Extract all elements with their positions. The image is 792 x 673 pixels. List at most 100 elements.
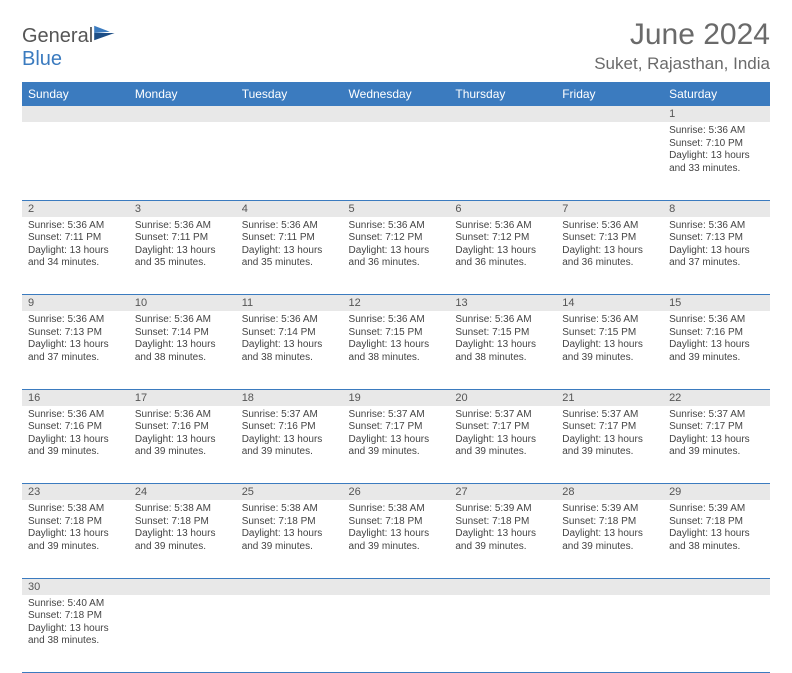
day-cell-text: Sunrise: 5:38 AMSunset: 7:18 PMDaylight:… [236, 500, 343, 557]
day-cell: Sunrise: 5:36 AMSunset: 7:13 PMDaylight:… [22, 311, 129, 389]
flag-icon [93, 24, 117, 42]
day-number-cell: 27 [449, 484, 556, 501]
weekday-header: Thursday [449, 82, 556, 106]
day-cell: Sunrise: 5:36 AMSunset: 7:10 PMDaylight:… [663, 122, 770, 200]
day-cell-text: Sunrise: 5:36 AMSunset: 7:11 PMDaylight:… [22, 217, 129, 274]
day-cell: Sunrise: 5:38 AMSunset: 7:18 PMDaylight:… [129, 500, 236, 578]
day-body-row: Sunrise: 5:36 AMSunset: 7:13 PMDaylight:… [22, 311, 770, 389]
day-cell: Sunrise: 5:38 AMSunset: 7:18 PMDaylight:… [22, 500, 129, 578]
day-cell: Sunrise: 5:36 AMSunset: 7:16 PMDaylight:… [22, 406, 129, 484]
day-cell-text: Sunrise: 5:36 AMSunset: 7:11 PMDaylight:… [129, 217, 236, 274]
day-cell: Sunrise: 5:39 AMSunset: 7:18 PMDaylight:… [556, 500, 663, 578]
empty-number-cell [129, 106, 236, 122]
day-cell-text: Sunrise: 5:37 AMSunset: 7:17 PMDaylight:… [343, 406, 450, 463]
empty-cell [236, 122, 343, 200]
day-number-row: 23242526272829 [22, 484, 770, 501]
day-number-cell: 7 [556, 200, 663, 217]
day-cell: Sunrise: 5:37 AMSunset: 7:17 PMDaylight:… [556, 406, 663, 484]
day-cell: Sunrise: 5:36 AMSunset: 7:12 PMDaylight:… [449, 217, 556, 295]
day-body-row: Sunrise: 5:38 AMSunset: 7:18 PMDaylight:… [22, 500, 770, 578]
day-number-cell: 4 [236, 200, 343, 217]
empty-number-cell [22, 106, 129, 122]
day-cell: Sunrise: 5:36 AMSunset: 7:13 PMDaylight:… [556, 217, 663, 295]
day-cell-text: Sunrise: 5:38 AMSunset: 7:18 PMDaylight:… [343, 500, 450, 557]
day-cell: Sunrise: 5:36 AMSunset: 7:11 PMDaylight:… [236, 217, 343, 295]
empty-number-cell [343, 578, 450, 595]
day-cell-text: Sunrise: 5:36 AMSunset: 7:16 PMDaylight:… [129, 406, 236, 463]
empty-number-cell [236, 578, 343, 595]
day-number-cell: 11 [236, 295, 343, 312]
day-cell-text: Sunrise: 5:39 AMSunset: 7:18 PMDaylight:… [556, 500, 663, 557]
day-number-cell: 26 [343, 484, 450, 501]
day-cell-text: Sunrise: 5:38 AMSunset: 7:18 PMDaylight:… [129, 500, 236, 557]
brand-name-b: Blue [22, 48, 62, 70]
day-number-row: 1 [22, 106, 770, 122]
day-cell-text: Sunrise: 5:36 AMSunset: 7:12 PMDaylight:… [343, 217, 450, 274]
empty-cell [22, 122, 129, 200]
day-number-cell: 2 [22, 200, 129, 217]
empty-number-cell [663, 578, 770, 595]
day-cell: Sunrise: 5:36 AMSunset: 7:12 PMDaylight:… [343, 217, 450, 295]
day-number-cell: 28 [556, 484, 663, 501]
day-number-cell: 8 [663, 200, 770, 217]
day-body-row: Sunrise: 5:40 AMSunset: 7:18 PMDaylight:… [22, 595, 770, 673]
day-cell-text: Sunrise: 5:36 AMSunset: 7:16 PMDaylight:… [22, 406, 129, 463]
day-number-cell: 23 [22, 484, 129, 501]
calendar-body: 1Sunrise: 5:36 AMSunset: 7:10 PMDaylight… [22, 106, 770, 673]
day-number-cell: 3 [129, 200, 236, 217]
brand-logo: GeneralBlue [22, 18, 117, 71]
day-cell: Sunrise: 5:37 AMSunset: 7:16 PMDaylight:… [236, 406, 343, 484]
day-cell-text: Sunrise: 5:36 AMSunset: 7:15 PMDaylight:… [449, 311, 556, 368]
day-cell: Sunrise: 5:39 AMSunset: 7:18 PMDaylight:… [663, 500, 770, 578]
weekday-header: Sunday [22, 82, 129, 106]
weekday-header: Saturday [663, 82, 770, 106]
day-cell: Sunrise: 5:36 AMSunset: 7:14 PMDaylight:… [236, 311, 343, 389]
weekday-header: Monday [129, 82, 236, 106]
day-cell-text: Sunrise: 5:36 AMSunset: 7:11 PMDaylight:… [236, 217, 343, 274]
day-number-row: 30 [22, 578, 770, 595]
day-cell-text: Sunrise: 5:37 AMSunset: 7:17 PMDaylight:… [449, 406, 556, 463]
brand-name: GeneralBlue [22, 24, 117, 71]
weekday-header-row: SundayMondayTuesdayWednesdayThursdayFrid… [22, 82, 770, 106]
empty-cell [556, 595, 663, 673]
empty-cell [449, 595, 556, 673]
day-number-cell: 1 [663, 106, 770, 122]
day-cell: Sunrise: 5:36 AMSunset: 7:11 PMDaylight:… [22, 217, 129, 295]
day-cell: Sunrise: 5:37 AMSunset: 7:17 PMDaylight:… [449, 406, 556, 484]
weekday-header: Tuesday [236, 82, 343, 106]
day-number-cell: 18 [236, 389, 343, 406]
day-cell: Sunrise: 5:36 AMSunset: 7:11 PMDaylight:… [129, 217, 236, 295]
day-number-cell: 14 [556, 295, 663, 312]
brand-name-a: General [22, 25, 93, 47]
empty-cell [129, 122, 236, 200]
empty-number-cell [556, 578, 663, 595]
month-title: June 2024 [594, 18, 770, 52]
empty-cell [129, 595, 236, 673]
day-number-cell: 9 [22, 295, 129, 312]
day-body-row: Sunrise: 5:36 AMSunset: 7:16 PMDaylight:… [22, 406, 770, 484]
day-cell: Sunrise: 5:38 AMSunset: 7:18 PMDaylight:… [236, 500, 343, 578]
day-cell-text: Sunrise: 5:36 AMSunset: 7:14 PMDaylight:… [236, 311, 343, 368]
empty-cell [556, 122, 663, 200]
day-cell: Sunrise: 5:37 AMSunset: 7:17 PMDaylight:… [663, 406, 770, 484]
day-cell-text: Sunrise: 5:37 AMSunset: 7:17 PMDaylight:… [663, 406, 770, 463]
day-cell-text: Sunrise: 5:36 AMSunset: 7:10 PMDaylight:… [663, 122, 770, 179]
day-cell-text: Sunrise: 5:36 AMSunset: 7:15 PMDaylight:… [556, 311, 663, 368]
weekday-header: Friday [556, 82, 663, 106]
day-number-cell: 20 [449, 389, 556, 406]
day-cell-text: Sunrise: 5:40 AMSunset: 7:18 PMDaylight:… [22, 595, 129, 652]
day-number-cell: 15 [663, 295, 770, 312]
empty-number-cell [343, 106, 450, 122]
day-cell: Sunrise: 5:36 AMSunset: 7:16 PMDaylight:… [129, 406, 236, 484]
empty-number-cell [236, 106, 343, 122]
day-body-row: Sunrise: 5:36 AMSunset: 7:11 PMDaylight:… [22, 217, 770, 295]
day-number-cell: 25 [236, 484, 343, 501]
day-number-cell: 29 [663, 484, 770, 501]
empty-cell [663, 595, 770, 673]
empty-number-cell [556, 106, 663, 122]
day-number-cell: 21 [556, 389, 663, 406]
day-cell-text: Sunrise: 5:36 AMSunset: 7:16 PMDaylight:… [663, 311, 770, 368]
empty-cell [236, 595, 343, 673]
day-number-cell: 22 [663, 389, 770, 406]
calendar-table: SundayMondayTuesdayWednesdayThursdayFrid… [22, 82, 770, 673]
